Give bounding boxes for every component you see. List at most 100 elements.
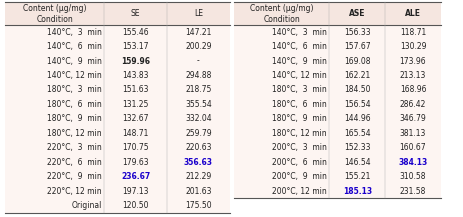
- Text: 381.13: 381.13: [399, 129, 425, 138]
- Text: 294.88: 294.88: [185, 71, 211, 80]
- Text: 384.13: 384.13: [397, 158, 427, 167]
- Text: 180°C,  9  min: 180°C, 9 min: [272, 114, 326, 123]
- Bar: [234, 25, 440, 39]
- Text: 355.54: 355.54: [185, 100, 211, 109]
- Text: 144.96: 144.96: [343, 114, 370, 123]
- Text: 169.08: 169.08: [343, 57, 370, 66]
- Text: 165.54: 165.54: [343, 129, 370, 138]
- Text: 156.33: 156.33: [343, 28, 370, 37]
- Text: Original: Original: [72, 201, 102, 210]
- Text: 140°C,  6  min: 140°C, 6 min: [272, 42, 326, 51]
- Text: 356.63: 356.63: [183, 158, 213, 167]
- Text: 157.67: 157.67: [343, 42, 370, 51]
- Bar: [5, 184, 229, 198]
- Text: 148.71: 148.71: [122, 129, 149, 138]
- Text: 286.42: 286.42: [399, 100, 425, 109]
- Bar: [5, 68, 229, 83]
- Text: 140°C,  6  min: 140°C, 6 min: [47, 42, 102, 51]
- Text: 332.04: 332.04: [185, 114, 211, 123]
- Text: 179.63: 179.63: [122, 158, 149, 167]
- Text: 170.75: 170.75: [122, 143, 149, 152]
- Text: 180°C,  3  min: 180°C, 3 min: [272, 85, 326, 94]
- Text: 201.63: 201.63: [185, 186, 211, 196]
- Text: 200°C,  3  min: 200°C, 3 min: [272, 143, 326, 152]
- Text: 184.50: 184.50: [343, 85, 370, 94]
- Text: 140°C,  3  min: 140°C, 3 min: [47, 28, 102, 37]
- Text: LE: LE: [194, 9, 202, 18]
- Bar: [5, 126, 229, 140]
- Text: 168.96: 168.96: [399, 85, 425, 94]
- Bar: [234, 39, 440, 54]
- Bar: [5, 112, 229, 126]
- Text: SE: SE: [131, 9, 140, 18]
- Bar: [5, 2, 229, 25]
- Text: 162.21: 162.21: [344, 71, 369, 80]
- Text: 140°C,  9  min: 140°C, 9 min: [272, 57, 326, 66]
- Text: 200°C,  6  min: 200°C, 6 min: [272, 158, 326, 167]
- Text: Content (μg/mg)
Condition: Content (μg/mg) Condition: [250, 3, 313, 24]
- Bar: [5, 97, 229, 112]
- Text: Content (μg/mg)
Condition: Content (μg/mg) Condition: [23, 3, 86, 24]
- Bar: [5, 140, 229, 155]
- Text: 180°C,  3  min: 180°C, 3 min: [47, 85, 102, 94]
- Text: 185.13: 185.13: [342, 186, 371, 196]
- Bar: [5, 83, 229, 97]
- Text: 220°C,  9  min: 220°C, 9 min: [47, 172, 102, 181]
- Text: 120.50: 120.50: [122, 201, 149, 210]
- Text: 130.29: 130.29: [399, 42, 425, 51]
- Text: 140°C,  9  min: 140°C, 9 min: [47, 57, 102, 66]
- Text: 236.67: 236.67: [121, 172, 150, 181]
- Text: 212.29: 212.29: [185, 172, 211, 181]
- Bar: [234, 54, 440, 68]
- Text: 346.79: 346.79: [399, 114, 425, 123]
- Text: 140°C, 12 min: 140°C, 12 min: [272, 71, 326, 80]
- Text: 146.54: 146.54: [343, 158, 370, 167]
- Text: 220°C,  6  min: 220°C, 6 min: [47, 158, 102, 167]
- Text: 118.71: 118.71: [399, 28, 425, 37]
- Bar: [234, 97, 440, 112]
- Text: ASE: ASE: [348, 9, 365, 18]
- Text: 140°C,  3  min: 140°C, 3 min: [272, 28, 326, 37]
- Text: 259.79: 259.79: [185, 129, 211, 138]
- Bar: [234, 68, 440, 83]
- Text: 173.96: 173.96: [399, 57, 425, 66]
- Bar: [234, 184, 440, 198]
- Text: 200°C,  9  min: 200°C, 9 min: [272, 172, 326, 181]
- Bar: [234, 112, 440, 126]
- Text: 180°C,  6  min: 180°C, 6 min: [47, 100, 102, 109]
- Text: 155.46: 155.46: [122, 28, 149, 37]
- Bar: [5, 39, 229, 54]
- Text: 213.13: 213.13: [399, 71, 425, 80]
- Bar: [234, 83, 440, 97]
- Text: 131.25: 131.25: [122, 100, 149, 109]
- Bar: [234, 155, 440, 169]
- Text: 160.67: 160.67: [399, 143, 425, 152]
- Text: 200°C, 12 min: 200°C, 12 min: [272, 186, 326, 196]
- Text: 151.63: 151.63: [122, 85, 149, 94]
- Text: 180°C,  9  min: 180°C, 9 min: [47, 114, 102, 123]
- Text: 200.29: 200.29: [185, 42, 211, 51]
- Text: 132.67: 132.67: [122, 114, 149, 123]
- Text: 155.21: 155.21: [344, 172, 369, 181]
- Text: 180°C, 12 min: 180°C, 12 min: [47, 129, 102, 138]
- Text: 220°C,  3  min: 220°C, 3 min: [47, 143, 102, 152]
- Text: -: -: [197, 57, 199, 66]
- Text: 231.58: 231.58: [399, 186, 425, 196]
- Bar: [5, 169, 229, 184]
- Text: 180°C,  6  min: 180°C, 6 min: [272, 100, 326, 109]
- Text: 310.58: 310.58: [399, 172, 425, 181]
- Text: 220°C, 12 min: 220°C, 12 min: [47, 186, 102, 196]
- Bar: [234, 126, 440, 140]
- Text: 156.54: 156.54: [343, 100, 370, 109]
- Text: 218.75: 218.75: [185, 85, 211, 94]
- Text: 153.17: 153.17: [122, 42, 149, 51]
- Text: ALE: ALE: [404, 9, 420, 18]
- Text: 220.63: 220.63: [185, 143, 211, 152]
- Bar: [5, 155, 229, 169]
- Text: 159.96: 159.96: [121, 57, 150, 66]
- Text: 140°C, 12 min: 140°C, 12 min: [47, 71, 102, 80]
- Text: 175.50: 175.50: [185, 201, 211, 210]
- Text: 152.33: 152.33: [343, 143, 370, 152]
- Bar: [5, 198, 229, 213]
- Bar: [234, 140, 440, 155]
